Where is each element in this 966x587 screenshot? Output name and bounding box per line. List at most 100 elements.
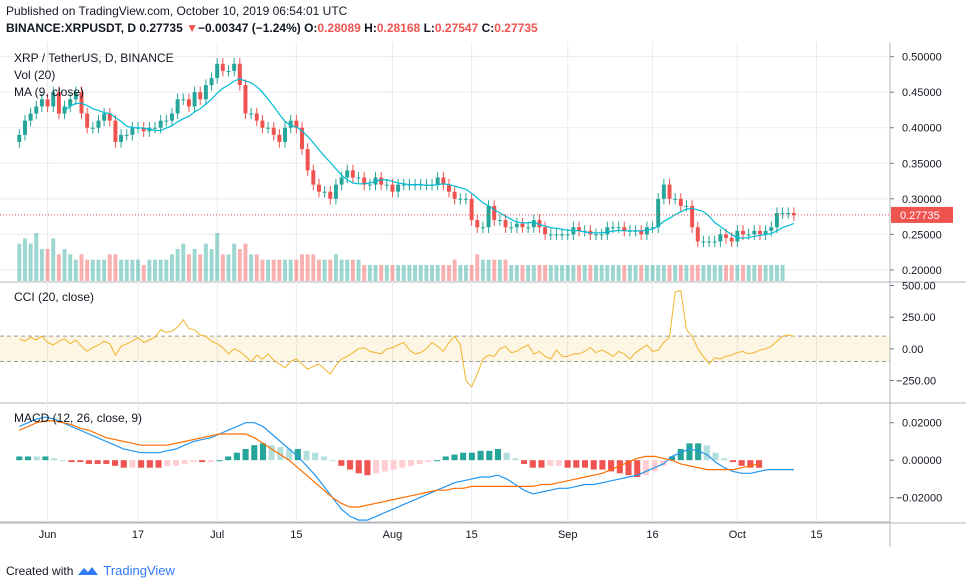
candle-body (447, 184, 451, 192)
macd-histogram-bar (373, 460, 380, 474)
macd-histogram-bar (468, 452, 475, 461)
tradingview-brand[interactable]: TradingView (103, 563, 175, 578)
volume-bar (514, 265, 519, 281)
macd-histogram-bar (547, 460, 554, 466)
candle-body (45, 99, 50, 107)
x-tick-label: Aug (383, 529, 403, 541)
candle-body (486, 205, 491, 228)
created-with-label: Created with (6, 563, 74, 578)
volume-bar (441, 265, 446, 281)
volume-bar (384, 265, 389, 281)
volume-bar (537, 265, 542, 281)
volume-bar (752, 265, 757, 281)
volume-bar (192, 249, 197, 281)
low-value: 0.27547 (434, 21, 479, 35)
volume-bar (627, 265, 632, 281)
candle-body (316, 184, 321, 192)
chart-svg[interactable]: Jun 17 Jul 15 Aug 15 Sep 16 Oct 15 0.50000 0.45000 0… (0, 42, 966, 562)
volume-bar (560, 265, 565, 281)
chart-area[interactable]: Jun 17 Jul 15 Aug 15 Sep 16 Oct 15 0.50000 0.45000 0… (0, 42, 966, 562)
candle-body (463, 198, 468, 200)
volume-bar (543, 265, 548, 281)
candle-body (622, 227, 627, 231)
macd-histogram-bar (460, 452, 467, 461)
candle-body (68, 99, 73, 107)
macd-histogram-bar (529, 460, 536, 468)
candle-body (690, 205, 695, 228)
volume-bar (130, 259, 135, 281)
macd-y-tick-label: 0.02000 (902, 418, 942, 430)
candle-body (203, 85, 208, 100)
candle-body (661, 184, 666, 199)
volume-bar (17, 243, 22, 281)
candle-body (786, 213, 791, 215)
macd-histogram-bar (573, 460, 580, 468)
macd-histogram-bar (216, 460, 223, 462)
volume-bar (181, 243, 186, 281)
candle-body (769, 227, 774, 231)
volume-bar (774, 265, 779, 281)
volume-bar (701, 265, 706, 281)
candle-body (158, 120, 163, 128)
macd-histogram-bar (77, 460, 84, 463)
y-tick-label: 0.50000 (902, 52, 942, 64)
volume-bar (684, 265, 689, 281)
macd-histogram-bar (242, 448, 249, 461)
candle-body (124, 134, 129, 136)
candle-body (254, 113, 259, 121)
candle-body (322, 191, 327, 193)
x-tick-label: Jun (39, 529, 57, 541)
candle-body (339, 177, 344, 185)
volume-bar (780, 265, 785, 281)
candle-body (492, 205, 497, 221)
macd-histogram-bar (190, 460, 197, 463)
candle-body (639, 230, 644, 235)
candle-body (192, 92, 197, 107)
macd-histogram-bar (346, 460, 354, 470)
candle-body (503, 220, 508, 228)
candle-body (401, 184, 406, 186)
volume-bar (605, 265, 610, 281)
candle-body (560, 234, 565, 236)
volume-bar (633, 265, 638, 281)
volume-legend: Vol (20) (14, 68, 55, 82)
macd-histogram-bar (581, 460, 589, 468)
candle-body (729, 237, 734, 242)
volume-bar (175, 249, 180, 281)
candle-body (497, 220, 502, 222)
volume-bar (113, 254, 118, 281)
volume-bar (746, 265, 751, 281)
macd-y-tick-label: 0.00000 (902, 455, 942, 467)
volume-bar (271, 259, 276, 281)
macd-histogram-bar (407, 460, 414, 466)
candle-body (220, 63, 225, 71)
cci-pane-title: CCI (20, close) (14, 290, 94, 304)
volume-bar (141, 265, 146, 281)
candle-body (73, 92, 78, 100)
volume-bar (480, 259, 485, 281)
macd-histogram-bar (642, 460, 649, 476)
candle-body (458, 198, 463, 200)
volume-bar (277, 259, 282, 281)
last-price: 0.27735 (139, 21, 183, 35)
macd-histogram-bar (660, 460, 667, 466)
candle-body (644, 227, 649, 235)
ma-legend: MA (9, close) (14, 85, 84, 99)
volume-bar (237, 249, 242, 281)
candle-body (28, 113, 33, 121)
last-price-label: 0.27735 (900, 210, 940, 222)
high-label: H: (364, 21, 377, 35)
macd-histogram-bar (51, 458, 58, 461)
candle-body (181, 99, 186, 101)
volume-bar (22, 238, 27, 281)
candle-body (396, 184, 401, 192)
volume-bar (62, 249, 67, 281)
candle-body (724, 234, 729, 238)
x-tick-label: Jul (210, 529, 224, 541)
macd-histogram-bar (59, 460, 66, 462)
volume-bar (339, 259, 344, 281)
volume-bar (350, 259, 355, 281)
candle-body (780, 213, 785, 215)
macd-histogram-bar (225, 456, 232, 461)
macd-histogram-bar (251, 445, 258, 461)
